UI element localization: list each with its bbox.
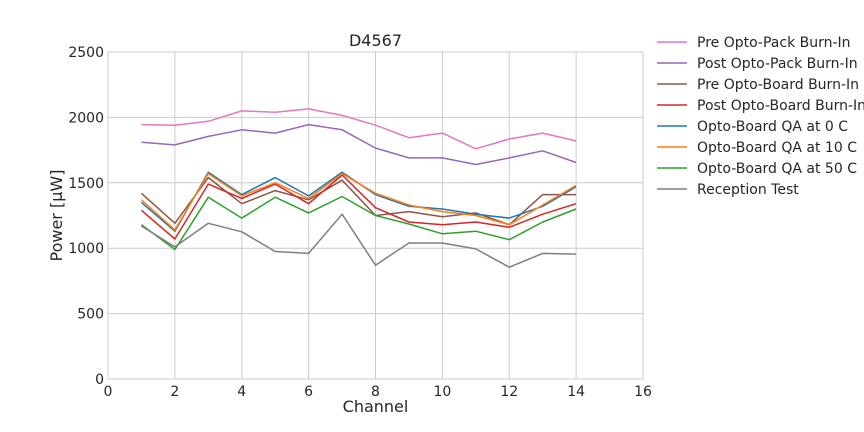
legend-label: Opto-Board QA at 50 C <box>697 161 857 177</box>
series-line <box>140 195 577 251</box>
chart-title: D4567 <box>349 31 402 50</box>
legend: Pre Opto-Pack Burn-In Post Opto-Pack Burn… <box>657 35 864 198</box>
y-tick-label: 1500 <box>68 176 104 192</box>
series-group <box>140 108 577 268</box>
x-tick-label: 4 <box>237 384 246 400</box>
x-axis-label: Channel <box>343 397 409 416</box>
series-line <box>141 213 577 268</box>
y-tick-label: 0 <box>95 372 104 388</box>
series-line <box>141 123 577 166</box>
legend-label: Pre Opto-Board Burn-In <box>697 77 859 93</box>
y-axis-label: Power [μW] <box>47 170 66 262</box>
x-tick-label: 10 <box>433 384 451 400</box>
legend-label: Reception Test <box>697 182 799 198</box>
legend-label: Opto-Board QA at 0 C <box>697 119 848 135</box>
x-tick-label: 2 <box>170 384 179 400</box>
x-tick-label: 0 <box>104 384 113 400</box>
y-tick-label: 1000 <box>68 241 104 257</box>
y-tick-label: 500 <box>77 307 104 323</box>
legend-label: Pre Opto-Pack Burn-In <box>697 35 851 51</box>
series-line <box>141 108 577 150</box>
x-tick-label: 16 <box>634 384 652 400</box>
legend-label: Post Opto-Pack Burn-In <box>697 56 858 72</box>
axis-ticks: 0 2 4 6 8 10 12 14 16 0 500 1000 1500 2000 2500 <box>68 45 652 400</box>
plot-frame <box>107 51 644 380</box>
legend-label: Post Opto-Board Burn-In <box>697 98 864 114</box>
x-tick-label: 6 <box>304 384 313 400</box>
series-line <box>140 174 577 240</box>
series-line <box>140 172 577 231</box>
y-tick-label: 2000 <box>68 110 104 126</box>
legend-label: Opto-Board QA at 10 C <box>697 140 857 156</box>
x-tick-label: 12 <box>500 384 518 400</box>
x-tick-label: 8 <box>371 384 380 400</box>
x-tick-label: 14 <box>567 384 585 400</box>
y-tick-label: 2500 <box>68 45 104 61</box>
